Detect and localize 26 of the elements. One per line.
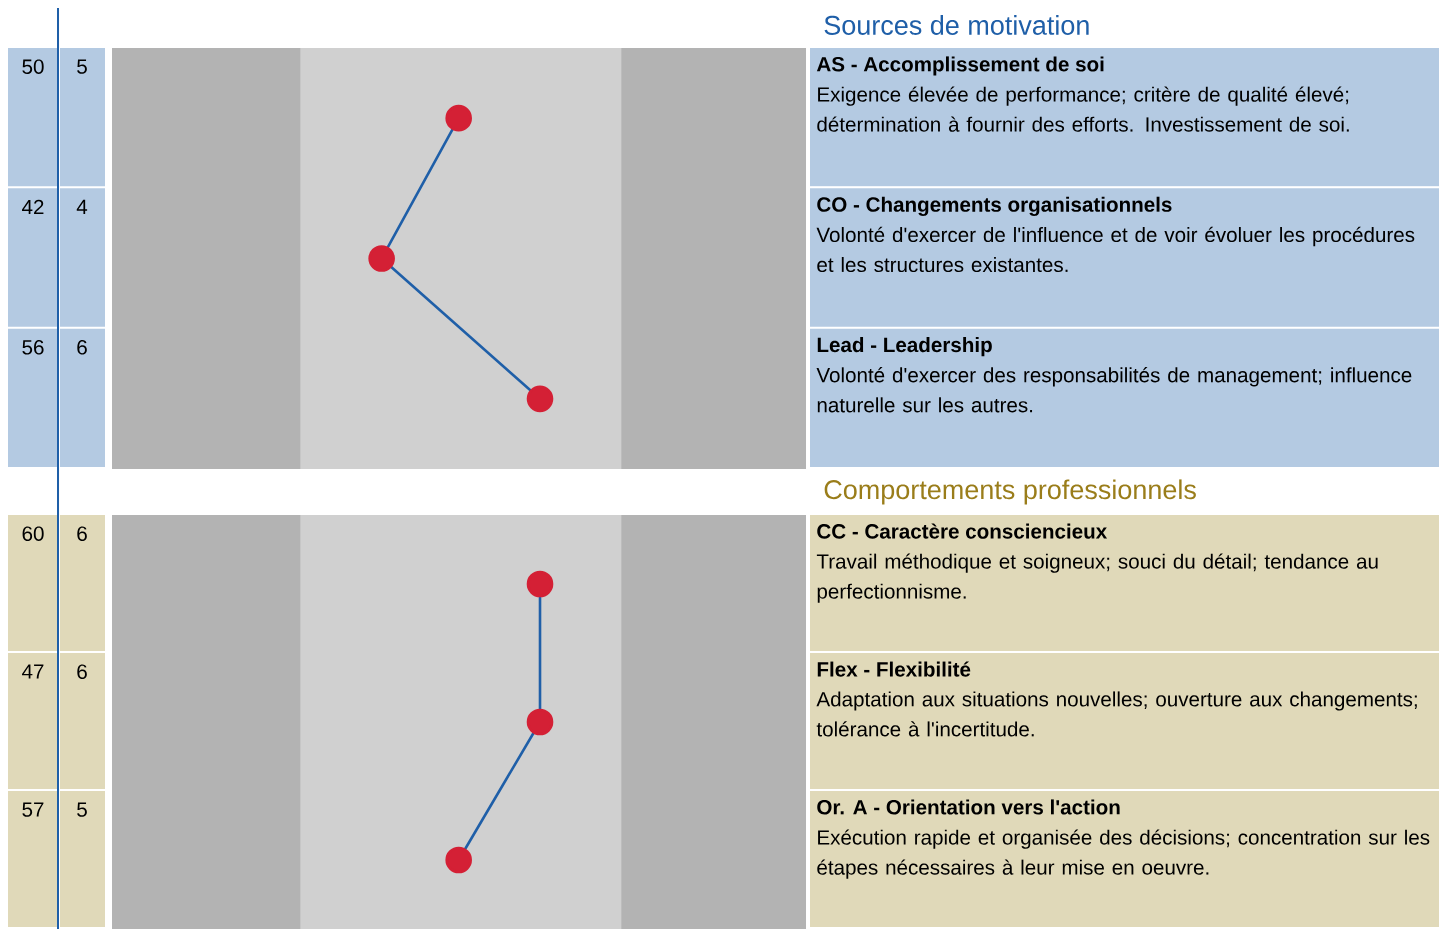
y-tick-label: CC - Caractère consciencieux	[817, 523, 1108, 539]
text: 47	[22, 664, 44, 679]
y-tick-label: CO - Changements organisationnels	[817, 196, 1172, 217]
text: 6	[77, 526, 87, 541]
text: Comportements professionnels	[824, 479, 1196, 505]
text: 6	[77, 340, 87, 355]
text: Exigence élevée de performance; critère de qualité élevé; détermination à fournir des efforts. Investissement de soi.	[817, 86, 1349, 132]
text: 4	[76, 199, 88, 214]
y-tick-label: Or. A - Orientation vers l'action	[817, 799, 1120, 815]
text: Volonté d'exercer de l'influence et de voir évoluer les procédures et les structures existantes.	[816, 226, 1415, 273]
text: 56	[22, 340, 44, 355]
text: 6	[77, 664, 87, 679]
text: Travail méthodique et soigneux; souci du détail; tendance au perfectionnisme.	[816, 553, 1378, 603]
text: Volonté d'exercer des responsabilités de management; influence naturelle sur les autres.	[816, 367, 1412, 413]
text: Exécution rapide et organisée des décisions; concentration sur les étapes nécessaires à leur mise en oeuvre.	[817, 829, 1430, 879]
text: 5	[77, 59, 87, 74]
y-tick-label: Flex - Flexibilité	[817, 661, 971, 677]
text: Sources de motivation	[824, 15, 1089, 35]
text: 57	[22, 802, 44, 817]
y-tick-label: AS - Accomplissement de soi	[816, 56, 1104, 76]
text: 42	[22, 199, 44, 215]
text: 5	[77, 802, 87, 817]
text: 50	[22, 59, 44, 74]
text: 60	[22, 526, 44, 541]
text: Adaptation aux situations nouvelles; ouverture aux changements; tolérance à l'incertitude.	[816, 691, 1417, 737]
y-tick-label: Lead - Leadership	[817, 337, 992, 357]
